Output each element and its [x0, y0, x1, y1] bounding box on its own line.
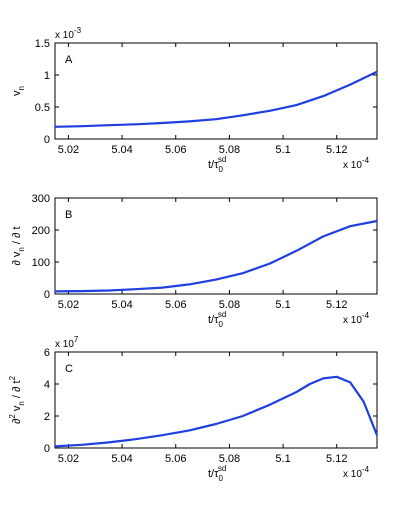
- x-tick-label: 5.02: [58, 144, 79, 156]
- y-tick-label: 1: [44, 70, 50, 82]
- series-line: [54, 375, 379, 448]
- x-tick-label: 5.1: [275, 453, 290, 465]
- panel-label: C: [65, 363, 73, 375]
- x-tick-label: 5.08: [219, 144, 240, 156]
- y-tick-label: 4: [44, 379, 50, 391]
- y-multiplier: x 10-3: [55, 26, 82, 41]
- y-axis-label: ∂ vn / ∂ t: [11, 226, 26, 265]
- x-axis-label: t/τ0sd: [208, 310, 226, 329]
- y-multiplier: x 107: [55, 335, 79, 350]
- y-tick-label: 200: [32, 225, 50, 237]
- series-line: [54, 219, 378, 293]
- x-tick-label: 5.1: [275, 144, 290, 156]
- x-tick-label: 5.02: [58, 453, 79, 465]
- x-tick-label: 5.06: [165, 453, 186, 465]
- x-tick-label: 5.06: [165, 299, 186, 311]
- panel-label: A: [65, 54, 73, 66]
- x-tick-label: 5.02: [58, 299, 79, 311]
- y-tick-label: 0: [44, 134, 50, 146]
- chart-panel-c: 5.02 5.04 5.06 5.08 5.1 5.12 0 2 4 6 Ct/τ0sd x 10-4…: [8, 335, 379, 483]
- y-tick-label: 0: [44, 289, 50, 301]
- x-tick-label: 5.12: [326, 144, 347, 156]
- x-tick-label: 5.06: [165, 144, 186, 156]
- x-axis-label: t/τ0sd: [208, 155, 226, 174]
- chart-panel-b: 5.02 5.04 5.06 5.08 5.1 5.12 0 100 200 300 Bt/τ0sd…: [11, 193, 378, 329]
- panel-label: B: [65, 209, 72, 221]
- x-tick-label: 5.04: [111, 299, 132, 311]
- x-tick-label: 5.12: [326, 299, 347, 311]
- x-axis-label: t/τ0sd: [208, 464, 226, 483]
- y-tick-label: 2: [44, 411, 50, 423]
- x-tick-label: 5.12: [326, 453, 347, 465]
- x-tick-label: 5.04: [111, 453, 132, 465]
- x-tick-label: 5.1: [275, 299, 290, 311]
- plot-frame: [54, 197, 378, 295]
- y-axis-label: ∂2 vn / ∂ t2: [8, 375, 26, 424]
- y-tick-label: 300: [32, 193, 50, 205]
- y-tick-label: 0.5: [35, 102, 50, 114]
- y-tick-label: 6: [44, 347, 50, 359]
- y-axis-label: vn: [11, 86, 26, 96]
- y-tick-label: 1.5: [35, 38, 50, 50]
- plot-frame: [54, 42, 378, 140]
- x-tick-label: 5.08: [219, 453, 240, 465]
- chart-panel-a: 5.02 5.04 5.06 5.08 5.1 5.12 0 0.5 1 1.5 At/τ0sd x …: [11, 26, 378, 174]
- x-tick-label: 5.08: [219, 299, 240, 311]
- x-multiplier: x 10-4: [343, 156, 370, 171]
- plot-frame: [54, 351, 378, 449]
- y-tick-label: 100: [32, 257, 50, 269]
- y-tick-label: 0: [44, 443, 50, 455]
- series-line: [54, 70, 378, 128]
- x-multiplier: x 10-4: [343, 465, 370, 480]
- x-tick-label: 5.04: [111, 144, 132, 156]
- x-multiplier: x 10-4: [343, 311, 370, 326]
